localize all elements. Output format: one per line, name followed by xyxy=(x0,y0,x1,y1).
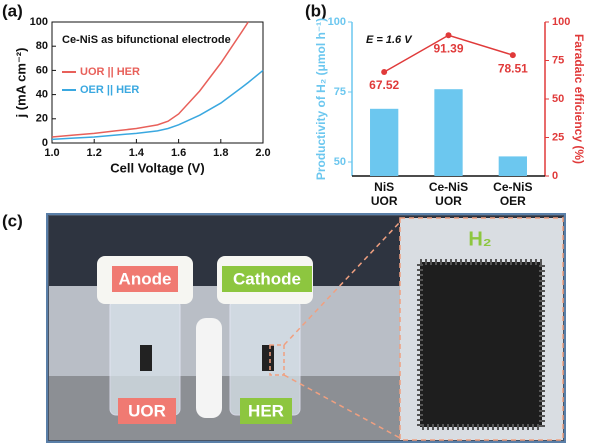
bar xyxy=(370,108,399,176)
y2-tick-label: 100 xyxy=(552,16,570,28)
y-tick-label: 0 xyxy=(42,137,48,149)
x-tick-label: 1.8 xyxy=(213,147,228,159)
y2-tick-label: 0 xyxy=(552,170,558,182)
her-label: HER xyxy=(248,401,284,420)
y-tick-label: 80 xyxy=(36,40,48,52)
x-tick-label: 1.6 xyxy=(171,147,186,159)
zoom-line xyxy=(283,374,401,439)
clamp xyxy=(196,318,222,418)
annotation: E = 1.6 V xyxy=(366,34,413,46)
panel-label: (c) xyxy=(2,211,23,230)
y2-tick-label: 75 xyxy=(552,54,564,66)
x-tick-label: 1.2 xyxy=(87,147,102,159)
plot-frame xyxy=(51,21,264,144)
photo: Anode Cathode UOR HER H₂ xyxy=(46,213,566,443)
electrode xyxy=(140,345,152,371)
data-line xyxy=(51,21,249,138)
legend-label: UOR || HER xyxy=(80,66,140,78)
tag-box xyxy=(118,398,176,424)
y2-tick-label: 50 xyxy=(552,93,564,105)
data-point xyxy=(509,52,516,59)
x-tick-label: Ce-NiS xyxy=(429,180,468,194)
y-tick-label: 75 xyxy=(334,86,346,98)
x-tick-label: UOR xyxy=(435,194,462,208)
data-point xyxy=(381,69,388,76)
tag-box xyxy=(222,266,312,292)
data-label: 91.39 xyxy=(433,41,463,55)
x-tick-label: UOR xyxy=(371,194,398,208)
x-tick-label: 2.0 xyxy=(255,147,270,159)
x-tick-label: OER xyxy=(500,194,526,208)
y2-axis-label: Faradaic efficiency (%) xyxy=(572,34,586,164)
data-label: 78.51 xyxy=(498,61,528,75)
zoom-line xyxy=(283,221,401,346)
x-tick-label: 1.4 xyxy=(129,147,145,159)
mesh xyxy=(420,262,542,427)
y-axis-label: j (mA cm⁻²) xyxy=(13,48,28,119)
x-axis-label: Cell Voltage (V) xyxy=(110,160,204,175)
data-label: 67.52 xyxy=(369,78,399,92)
y-tick-label: 100 xyxy=(328,16,346,28)
x-tick-label: 1.0 xyxy=(44,147,59,159)
zoom-box xyxy=(269,344,285,376)
y-tick-label: 40 xyxy=(36,89,48,101)
y-axis-label: Productivity of H₂ (μmol h⁻¹) xyxy=(314,18,328,180)
annotation: Ce-NiS as bifunctional electrode xyxy=(62,34,231,46)
data-line xyxy=(51,69,264,141)
electrode xyxy=(262,345,274,371)
x-tick-label: Ce-NiS xyxy=(493,180,532,194)
bar xyxy=(434,89,463,176)
y-tick-label: 60 xyxy=(36,64,48,76)
anode-label: Anode xyxy=(119,269,172,288)
inset-label: H₂ xyxy=(468,228,491,250)
tag-box xyxy=(112,266,178,292)
y-tick-label: 20 xyxy=(36,113,48,125)
cathode-label: Cathode xyxy=(233,269,301,288)
bar xyxy=(498,156,527,176)
panel-label: (b) xyxy=(305,1,327,20)
y-tick-label: 50 xyxy=(334,156,346,168)
data-point xyxy=(445,32,452,39)
mesh-texture xyxy=(417,259,545,430)
tag-box xyxy=(240,398,292,424)
y2-tick-label: 25 xyxy=(552,131,564,143)
uor-label: UOR xyxy=(128,401,166,420)
legend-label: OER || HER xyxy=(80,84,139,96)
panel-label: (a) xyxy=(2,1,23,20)
y-tick-label: 100 xyxy=(30,16,48,28)
x-tick-label: NiS xyxy=(374,180,394,194)
